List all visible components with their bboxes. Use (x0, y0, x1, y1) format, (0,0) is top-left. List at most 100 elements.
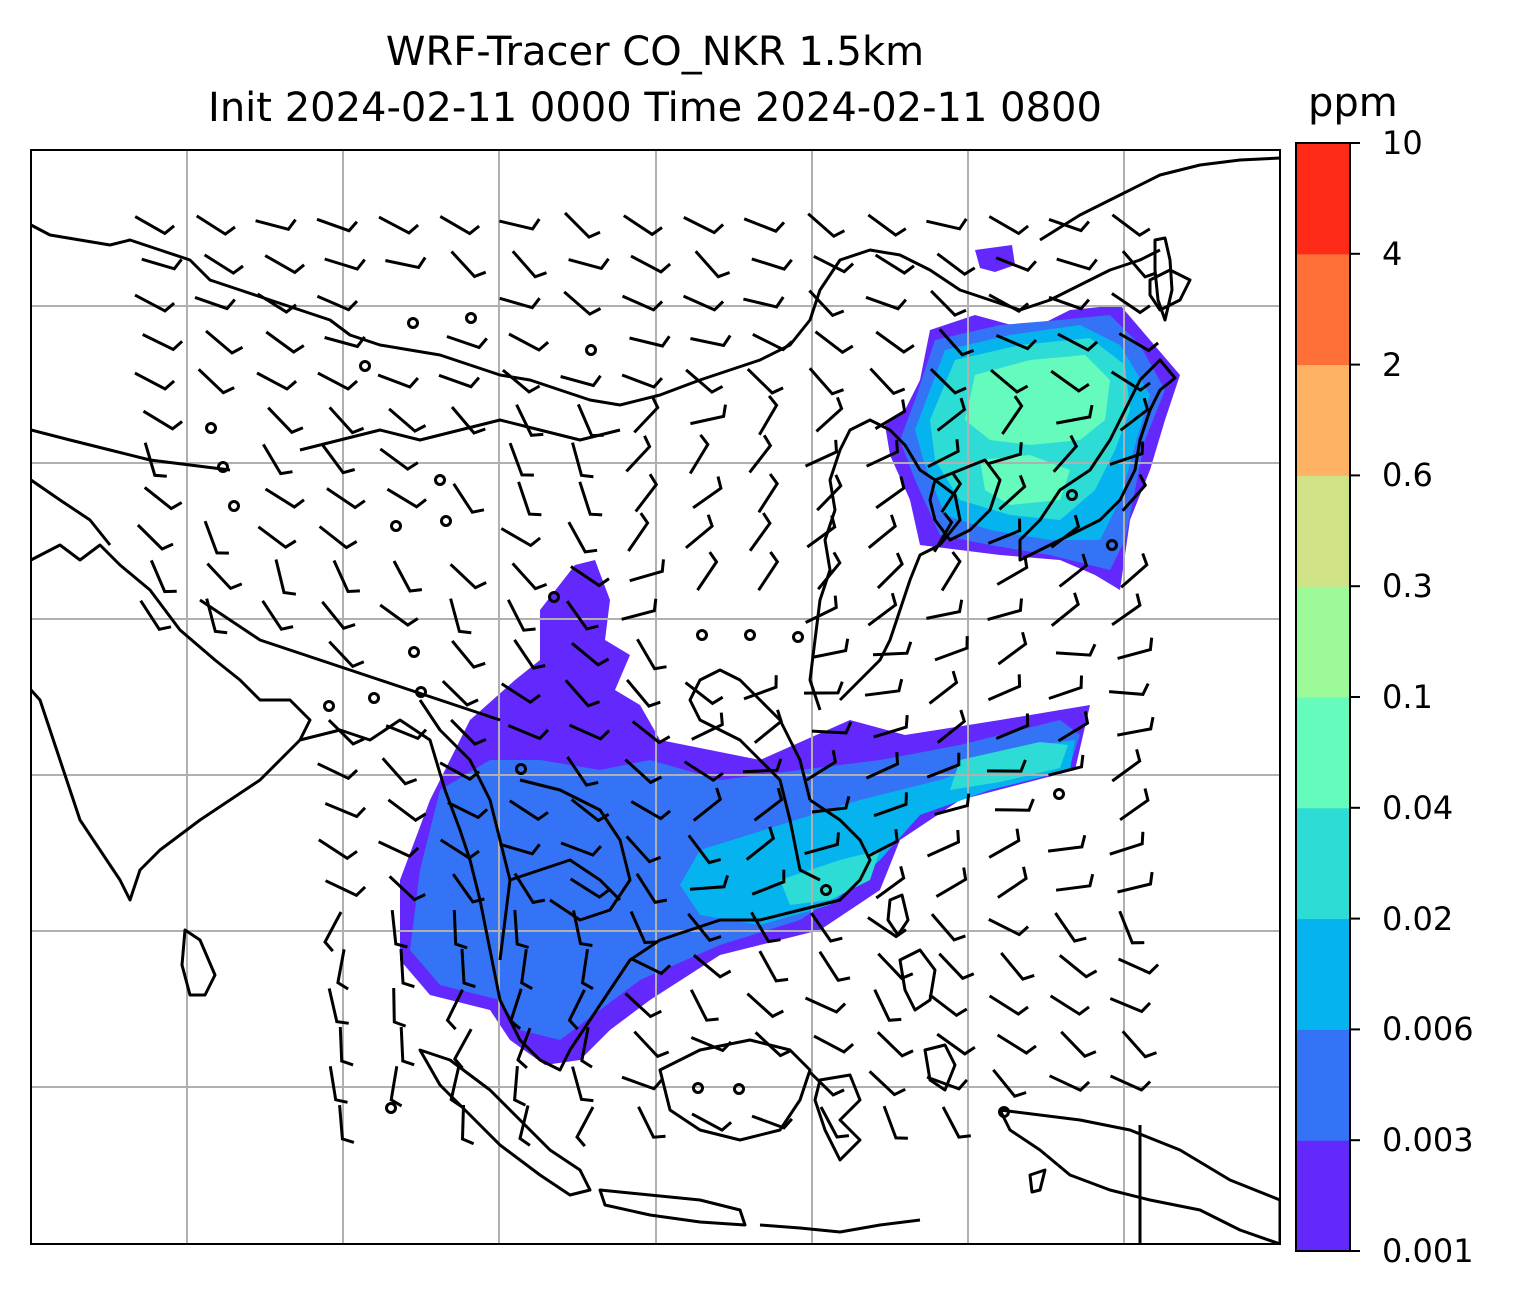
wind-barb (690, 404, 727, 426)
taiwan (886, 893, 910, 937)
wind-barb (807, 1070, 845, 1097)
wind-barb (868, 1070, 906, 1097)
wind-barb (441, 680, 479, 707)
colorbar-segment (1296, 253, 1350, 366)
wind-barb (450, 250, 487, 279)
wind-barb (688, 433, 710, 475)
wind-barb (507, 724, 550, 741)
bay-of-bengal-coast (299, 718, 872, 1072)
calm-wind-circle (792, 631, 804, 643)
wind-barb (321, 444, 356, 475)
wind-barb (1121, 473, 1148, 512)
wind-barb (624, 992, 662, 1019)
wind-barb (1055, 873, 1095, 892)
wind-barb (449, 598, 472, 635)
wind-barb (934, 793, 971, 816)
wind-barb (509, 988, 523, 1030)
wind-barb (758, 950, 789, 983)
wind-barb (938, 328, 975, 357)
wind-barb (513, 909, 530, 949)
wind-barb (338, 1104, 355, 1144)
wind-barb (751, 869, 786, 896)
colorbar-segment (1296, 1029, 1350, 1141)
wind-barb (1108, 682, 1150, 696)
wind-barb (876, 552, 904, 590)
wind-barb (134, 293, 176, 313)
wind-barb (751, 1114, 794, 1130)
wind-barb (264, 487, 305, 509)
wind-barb (750, 911, 781, 944)
wind-barb (813, 1034, 855, 1054)
wind-barb (385, 256, 427, 270)
wind-barb (1001, 395, 1024, 435)
wind-barb (811, 721, 853, 735)
wind-barb (987, 674, 1022, 702)
wind-barb (327, 719, 365, 746)
wind-barb (621, 598, 658, 621)
wind-barb (635, 872, 668, 904)
wind-barb (326, 487, 366, 510)
title-line-2: Init 2024-02-11 0000 Time 2024-02-11 080… (208, 85, 1102, 131)
wind-barb (1050, 369, 1090, 393)
wind-barb (261, 599, 294, 631)
wind-barb (689, 989, 719, 1022)
wind-barb (508, 799, 549, 822)
wind-barb (634, 473, 659, 513)
wind-barb (625, 678, 661, 708)
wind-barb (684, 681, 724, 706)
coastlines (31, 156, 1280, 1244)
indochina-east-coast (688, 668, 821, 882)
calm-wind-circle (465, 312, 477, 324)
colorbar-segment (1296, 1140, 1350, 1252)
border-himalaya (199, 598, 501, 722)
border-mongolia-south (299, 418, 621, 452)
calm-wind-circle (696, 629, 708, 641)
border-central-asia (31, 223, 471, 367)
wind-barb (1111, 749, 1142, 783)
wind-barb (560, 841, 603, 857)
wind-barb (926, 599, 964, 620)
wind-barb (745, 826, 776, 861)
wind-barb (143, 486, 183, 511)
wind-barb (814, 330, 854, 355)
wind-barb (996, 555, 1029, 586)
wind-barb (515, 404, 544, 437)
colorbar-tick-label: 0.006 (1382, 1010, 1474, 1049)
wind-barb (748, 434, 773, 474)
wind-barb (1049, 994, 1090, 1016)
wind-barb (570, 798, 610, 823)
wind-barb (751, 257, 793, 271)
wind-barb (377, 840, 420, 858)
wind-barb (621, 294, 664, 312)
wind-barb (580, 948, 594, 991)
wind-barb (1058, 954, 1098, 979)
wind-barb (149, 559, 177, 594)
wind-barb (450, 718, 487, 746)
wind-barb (636, 638, 667, 671)
wind-barb (685, 368, 724, 394)
plume-level-2 (680, 740, 1075, 925)
wind-barb (631, 720, 671, 745)
wind-barb (388, 875, 426, 902)
wind-barb (621, 1075, 664, 1091)
wind-barb (690, 334, 732, 348)
wind-barb (451, 639, 486, 669)
wind-barb (570, 565, 610, 588)
wind-barb (324, 802, 367, 819)
wind-barb (203, 253, 244, 275)
wind-barb (1110, 370, 1151, 392)
wind-barb (317, 838, 358, 861)
wind-barb (621, 373, 664, 389)
colorbar-tick-label: 0.1 (1382, 678, 1433, 716)
sri-lanka-coast (180, 928, 217, 997)
wind-barb (811, 796, 851, 814)
wind-barb (1054, 912, 1087, 943)
wind-barb (452, 909, 468, 950)
wind-barb (630, 957, 672, 976)
wind-barb (805, 595, 838, 624)
wind-barb (1000, 951, 1035, 981)
china-east-coast (808, 418, 962, 711)
wind-barb (865, 295, 908, 311)
wind-barb (379, 603, 419, 627)
